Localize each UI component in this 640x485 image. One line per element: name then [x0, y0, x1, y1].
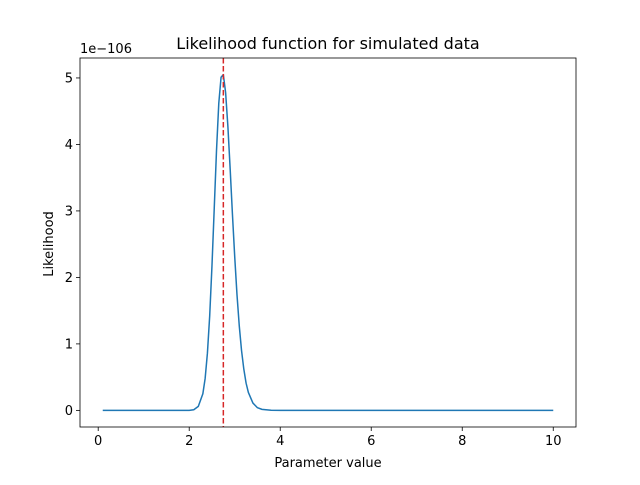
plot-area: 0 2 4 6 8 10 0 1 2 3 4 5 — [65, 57, 577, 449]
x-tick-label: 4 — [276, 434, 284, 449]
y-offset-label: 1e−106 — [80, 42, 132, 57]
chart-title: Likelihood function for simulated data — [176, 34, 479, 53]
axes-frame — [79, 57, 577, 428]
y-tick-label: 1 — [65, 337, 73, 352]
y-tick-label: 0 — [65, 404, 73, 419]
x-axis-label: Parameter value — [274, 456, 381, 471]
y-tick-label: 4 — [65, 138, 73, 153]
y-tick-label: 3 — [65, 204, 73, 219]
y-tick-label: 2 — [65, 271, 73, 286]
x-tick-label: 8 — [458, 434, 466, 449]
x-tick-label: 10 — [545, 434, 562, 449]
x-tick-label: 6 — [367, 434, 375, 449]
x-tick-label: 2 — [185, 434, 193, 449]
series-line-0 — [102, 73, 554, 412]
x-tick-label: 0 — [94, 434, 102, 449]
y-axis-label: Likelihood — [42, 211, 57, 277]
y-tick-label: 5 — [65, 71, 73, 86]
